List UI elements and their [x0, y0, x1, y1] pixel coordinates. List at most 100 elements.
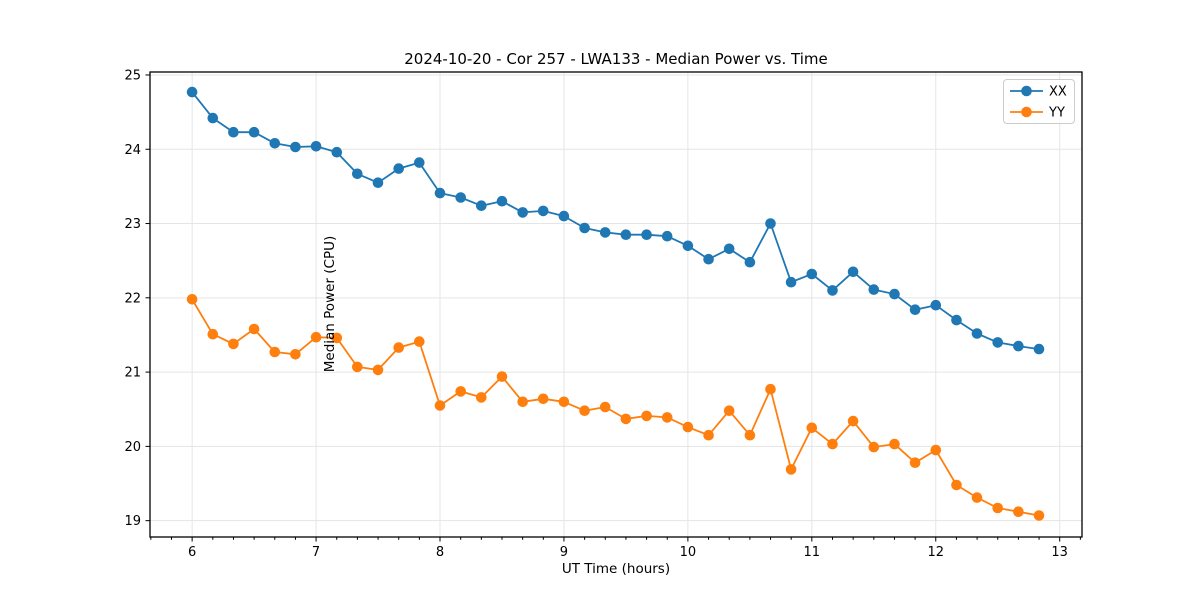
data-point: [1033, 510, 1045, 521]
data-point: [930, 444, 942, 456]
series-line-YY: [191, 298, 1040, 517]
data-point: [414, 336, 425, 347]
y-tick-label: 23: [124, 217, 141, 232]
data-point: [806, 422, 818, 434]
data-point: [248, 126, 260, 138]
x-tick-label: 12: [927, 545, 944, 560]
data-point: [517, 396, 528, 408]
y-tick-label: 25: [124, 68, 141, 83]
data-point: [207, 112, 219, 124]
data-point: [579, 222, 590, 234]
data-point: [352, 168, 363, 180]
x-tick-label: 11: [804, 545, 821, 560]
data-point: [599, 401, 611, 413]
data-point: [496, 195, 508, 207]
data-point: [186, 86, 198, 98]
y-axis-label: Median Power (CPU): [321, 235, 338, 373]
legend-marker-XX: [1021, 85, 1032, 97]
data-point: [909, 457, 921, 469]
legend: XX YY: [1003, 79, 1075, 124]
data-point: [682, 240, 694, 252]
data-point: [847, 415, 859, 427]
data-point: [971, 492, 983, 503]
x-tick-label: 9: [560, 545, 568, 560]
data-point: [331, 332, 343, 344]
data-point: [537, 205, 549, 217]
data-point: [476, 392, 487, 403]
data-point: [641, 410, 652, 422]
data-point: [1033, 343, 1045, 355]
data-point: [847, 266, 859, 278]
data-point: [352, 361, 363, 373]
data-point: [951, 314, 962, 326]
data-point: [661, 412, 673, 423]
y-tick-label: 24: [124, 143, 141, 158]
data-point: [476, 200, 487, 211]
data-point: [889, 438, 900, 450]
data-point: [785, 464, 797, 475]
y-tick-label: 20: [124, 440, 141, 455]
y-tick-label: 22: [124, 291, 141, 306]
data-point: [1013, 506, 1024, 517]
data-point: [434, 400, 446, 411]
data-point: [248, 323, 260, 335]
x-tick-label: 10: [680, 545, 697, 560]
data-point: [228, 338, 239, 350]
x-tick-label: 8: [436, 545, 444, 560]
data-point: [414, 157, 425, 168]
data-point: [455, 192, 467, 203]
data-point: [641, 229, 652, 240]
data-point: [723, 405, 735, 417]
chart-title: 2024-10-20 - Cor 257 - LWA133 - Median P…: [404, 50, 828, 68]
data-point: [620, 413, 632, 425]
plot-frame: [149, 71, 1083, 538]
data-point: [765, 383, 776, 395]
axis-ticks: [145, 74, 1081, 542]
data-point: [827, 285, 838, 296]
data-point: [393, 342, 405, 353]
data-point: [310, 331, 322, 343]
data-point: [228, 126, 239, 138]
data-point: [207, 328, 219, 340]
data-point: [930, 299, 942, 311]
data-point: [310, 141, 322, 152]
data-point: [517, 207, 528, 218]
data-point: [703, 253, 714, 265]
data-point: [744, 429, 756, 441]
x-tick-label: 13: [1051, 545, 1068, 560]
legend-marker-YY: [1021, 106, 1032, 118]
data-point: [496, 371, 508, 382]
y-tick-label: 19: [124, 514, 141, 529]
data-point: [290, 141, 301, 153]
data-point: [723, 243, 735, 255]
data-point: [331, 146, 343, 158]
data-point: [434, 187, 446, 199]
data-point: [785, 276, 797, 288]
data-point: [806, 268, 818, 280]
data-point: [992, 337, 1003, 348]
x-tick-label: 6: [188, 545, 196, 560]
data-point: [744, 256, 756, 268]
data-point: [827, 438, 838, 450]
data-point: [661, 230, 673, 242]
grid: [150, 72, 1082, 537]
x-tick-label: 7: [312, 545, 320, 560]
data-point: [186, 294, 198, 305]
data-point: [951, 479, 962, 491]
legend-label-YY: YY: [1048, 106, 1065, 121]
y-tick-label: 21: [124, 366, 141, 381]
data-point: [558, 396, 570, 408]
data-point: [971, 328, 983, 339]
data-point: [558, 210, 570, 222]
legend-label-XX: XX: [1049, 85, 1067, 100]
data-point: [765, 218, 776, 229]
series-XX: [186, 86, 1045, 355]
data-point: [372, 364, 384, 376]
data-point: [537, 393, 549, 405]
data-point: [269, 138, 281, 149]
data-point: [599, 227, 611, 238]
data-point: [372, 177, 384, 188]
data-point: [868, 441, 880, 453]
